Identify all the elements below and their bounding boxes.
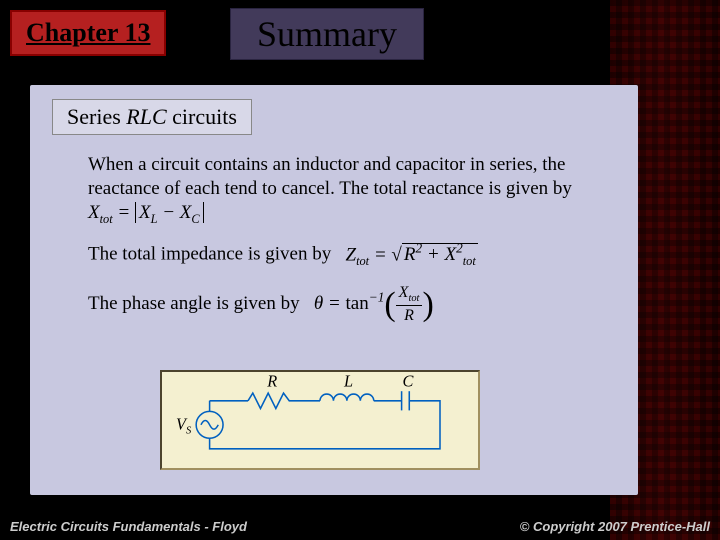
subtitle-prefix: Series: [67, 104, 126, 129]
subtitle-suffix: circuits: [167, 104, 237, 129]
para3-text: The phase angle is given by: [88, 293, 300, 314]
inductor-label: L: [343, 372, 353, 390]
circuit-diagram: R L C VS: [160, 370, 480, 470]
capacitor-label: C: [403, 372, 415, 390]
footer-left: Electric Circuits Fundamentals - Floyd: [10, 519, 247, 534]
formula-theta: θ = tan−1(XtotR): [314, 283, 434, 326]
subtitle-italic: RLC: [126, 104, 166, 129]
footer-right: © Copyright 2007 Prentice-Hall: [520, 519, 710, 534]
section-subtitle: Series RLC circuits: [52, 99, 252, 135]
source-label: VS: [176, 415, 192, 437]
content-panel: Series RLC circuits When a circuit conta…: [30, 85, 638, 495]
body-text: When a circuit contains an inductor and …: [88, 153, 618, 340]
paragraph-1: When a circuit contains an inductor and …: [88, 153, 618, 227]
formula-ztot: Ztot = √R2 + X2tot: [345, 241, 477, 270]
paragraph-2: The total impedance is given by Ztot = √…: [88, 241, 618, 270]
para2-text: The total impedance is given by: [88, 243, 331, 264]
slide-title: Summary: [230, 8, 424, 60]
formula-xtot: Xtot = XL − XC: [88, 201, 204, 227]
para1-text: When a circuit contains an inductor and …: [88, 154, 572, 199]
chapter-label: Chapter 13: [10, 10, 166, 56]
resistor-label: R: [266, 372, 277, 390]
slide: Chapter 13 Summary Series RLC circuits W…: [0, 0, 720, 540]
paragraph-3: The phase angle is given by θ = tan−1(Xt…: [88, 283, 618, 326]
